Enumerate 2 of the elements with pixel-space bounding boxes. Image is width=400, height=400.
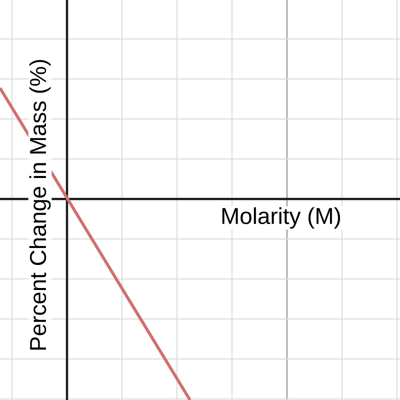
y-axis-title: Percent Change in Mass (%)	[29, 60, 51, 350]
x-axis-title: Molarity (M)	[222, 207, 340, 229]
